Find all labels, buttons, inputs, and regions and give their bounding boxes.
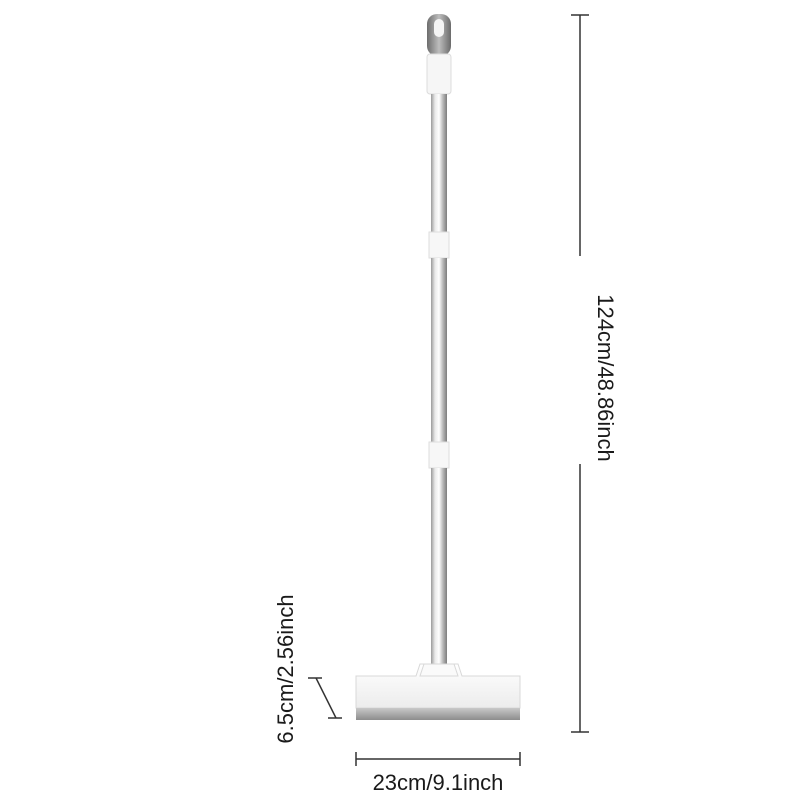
head-width-label: 23cm/9.1inch <box>373 770 504 795</box>
head-depth-label: 6.5cm/2.56inch <box>273 594 298 743</box>
head-depth-dimension-line <box>308 677 342 719</box>
handle-pole <box>428 94 450 664</box>
hanging-cap <box>426 14 452 95</box>
head-width-dimension-line <box>355 752 521 766</box>
height-label: 124cm/48.86inch <box>593 294 618 462</box>
squeegee-head <box>355 663 521 720</box>
height-dimension-line <box>571 14 589 733</box>
